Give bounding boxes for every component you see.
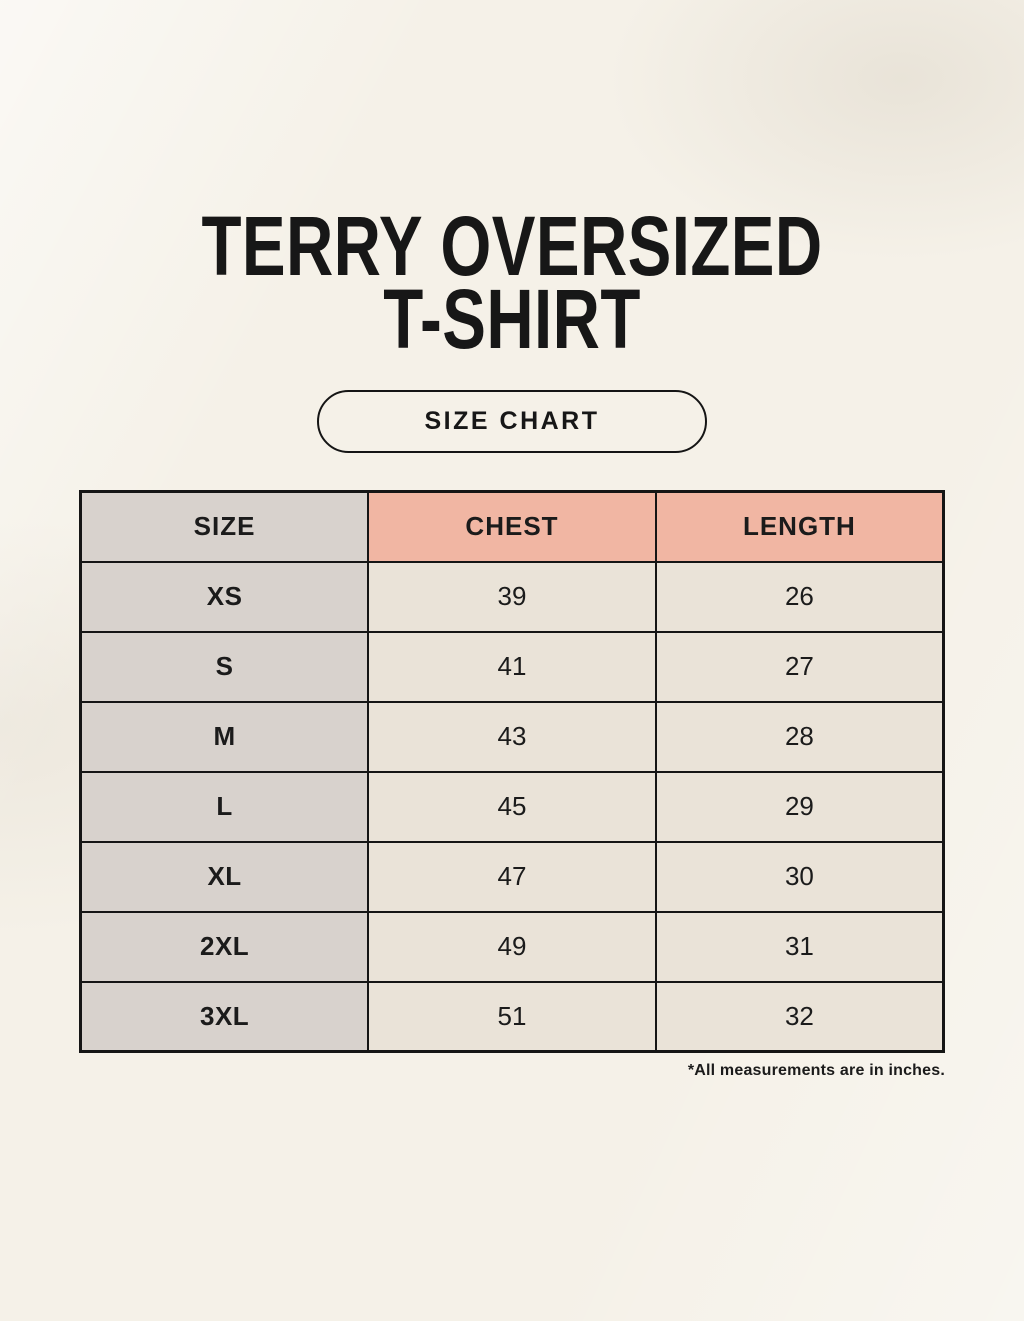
table-row: M 43 28 — [79, 700, 945, 773]
size-chart-table: SIZE CHEST LENGTH XS 39 26 S 41 27 M 43 … — [79, 490, 945, 1053]
size-cell: L — [79, 770, 370, 843]
size-cell: S — [79, 630, 370, 703]
length-cell: 31 — [654, 910, 945, 983]
table-row: L 45 29 — [79, 770, 945, 843]
chest-cell: 51 — [367, 980, 657, 1053]
chest-cell: 47 — [367, 840, 657, 913]
column-header-length: LENGTH — [654, 490, 945, 563]
length-cell: 27 — [654, 630, 945, 703]
table-header-row: SIZE CHEST LENGTH — [79, 490, 945, 563]
length-cell: 32 — [654, 980, 945, 1053]
size-cell: XL — [79, 840, 370, 913]
table-row: S 41 27 — [79, 630, 945, 703]
size-chart-button[interactable]: SIZE CHART — [317, 390, 707, 453]
length-cell: 28 — [654, 700, 945, 773]
chest-cell: 45 — [367, 770, 657, 843]
size-cell: XS — [79, 560, 370, 633]
product-title: TERRY OVERSIZED T-SHIRT — [113, 199, 912, 366]
chest-cell: 49 — [367, 910, 657, 983]
size-cell: M — [79, 700, 370, 773]
chest-cell: 39 — [367, 560, 657, 633]
measurements-note: *All measurements are in inches. — [687, 1062, 945, 1079]
column-header-chest: CHEST — [367, 490, 657, 563]
size-cell: 3XL — [79, 980, 370, 1053]
size-cell: 2XL — [79, 910, 370, 983]
product-title-line2: T-SHIRT — [383, 272, 641, 366]
table-row: 2XL 49 31 — [79, 910, 945, 983]
chest-cell: 41 — [367, 630, 657, 703]
table-row: XS 39 26 — [79, 560, 945, 633]
product-title-line1: TERRY OVERSIZED — [201, 199, 823, 293]
table-row: 3XL 51 32 — [79, 980, 945, 1053]
size-chart-button-label: SIZE CHART — [424, 407, 600, 435]
length-cell: 26 — [654, 560, 945, 633]
column-header-size: SIZE — [79, 490, 370, 563]
length-cell: 30 — [654, 840, 945, 913]
chest-cell: 43 — [367, 700, 657, 773]
table-row: XL 47 30 — [79, 840, 945, 913]
length-cell: 29 — [654, 770, 945, 843]
